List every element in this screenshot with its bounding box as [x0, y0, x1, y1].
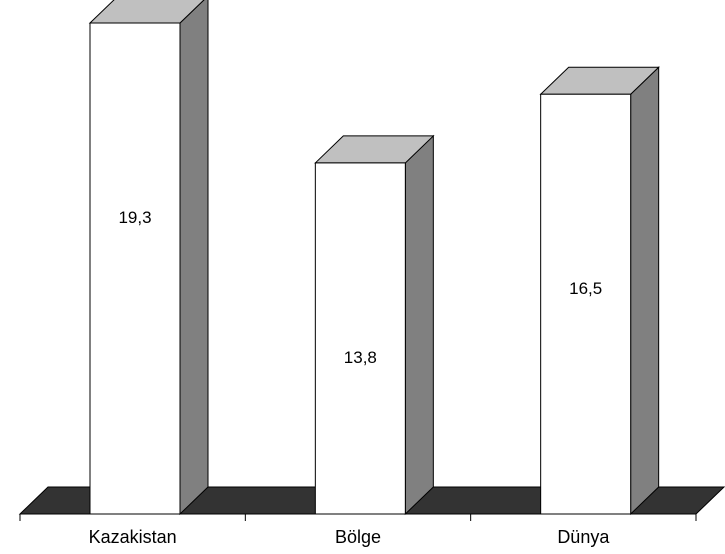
bar-front: [314, 162, 406, 515]
bar: 19,3: [88, 0, 209, 516]
category-label: Bölge: [335, 527, 381, 547]
bar-side: [179, 0, 209, 516]
x-axis-ticks: [19, 514, 697, 521]
bar-group: 19,3 13,8 16,5: [88, 0, 660, 516]
bar-side: [630, 66, 660, 516]
data-label: 13,8: [344, 348, 377, 367]
category-label: Kazakistan: [89, 527, 177, 547]
bar-side: [404, 134, 434, 516]
bar-front: [89, 22, 181, 515]
bar: 16,5: [539, 66, 660, 516]
data-label: 19,3: [118, 208, 151, 227]
category-label: Dünya: [557, 527, 610, 547]
data-label: 16,5: [569, 279, 602, 298]
bar: 13,8: [314, 134, 435, 516]
category-labels: Kazakistan Bölge Dünya: [89, 527, 611, 547]
bar-front: [540, 93, 632, 515]
